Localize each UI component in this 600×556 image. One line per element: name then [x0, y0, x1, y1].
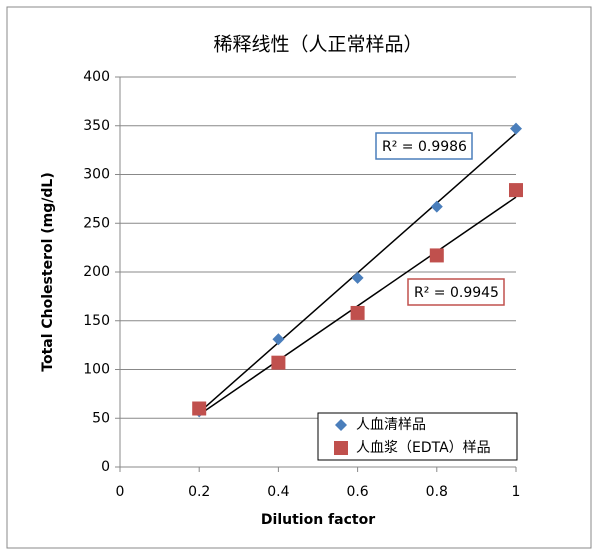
y-tick-label: 400	[83, 69, 110, 85]
y-tick-label: 350	[83, 118, 110, 134]
legend-marker	[335, 419, 347, 431]
y-tick-label: 300	[83, 167, 110, 183]
x-tick-label: 0.2	[188, 484, 210, 500]
x-tick-label: 1	[512, 484, 521, 500]
legend-box	[317, 412, 518, 461]
point	[510, 122, 522, 135]
point	[351, 271, 364, 284]
annotation-box	[375, 132, 473, 160]
point	[350, 305, 365, 320]
y-tick-label: 150	[83, 313, 110, 329]
legend-label: 人血清样品	[356, 417, 426, 433]
chart-title: 稀释线性（人正常样品）	[213, 34, 422, 56]
point	[429, 248, 444, 263]
point	[271, 355, 286, 370]
x-axis-label: Dilution factor	[261, 512, 375, 528]
legend-label: 人血浆（EDTA）样品	[356, 440, 491, 456]
point	[509, 183, 523, 198]
y-tick-label: 100	[83, 362, 110, 378]
y-axis-label: Total Cholesterol (mg/dL)	[40, 172, 56, 371]
y-tick-label: 200	[83, 264, 110, 280]
annotation-box	[407, 278, 505, 306]
y-tick-label: 250	[83, 215, 110, 231]
x-tick-label: 0.4	[267, 484, 289, 500]
x-tick-label: 0	[116, 484, 125, 500]
x-tick-label: 0.6	[346, 484, 368, 500]
point	[192, 401, 207, 416]
annotation: R² = 0.9945	[414, 285, 499, 301]
y-tick-label: 50	[92, 410, 110, 426]
legend-marker	[334, 441, 348, 455]
trendline	[198, 196, 517, 416]
point	[430, 200, 443, 213]
x-tick-label: 0.8	[426, 484, 448, 500]
y-tick-label: 0	[101, 459, 110, 475]
annotation: R² = 0.9986	[382, 139, 467, 155]
point	[272, 333, 285, 346]
